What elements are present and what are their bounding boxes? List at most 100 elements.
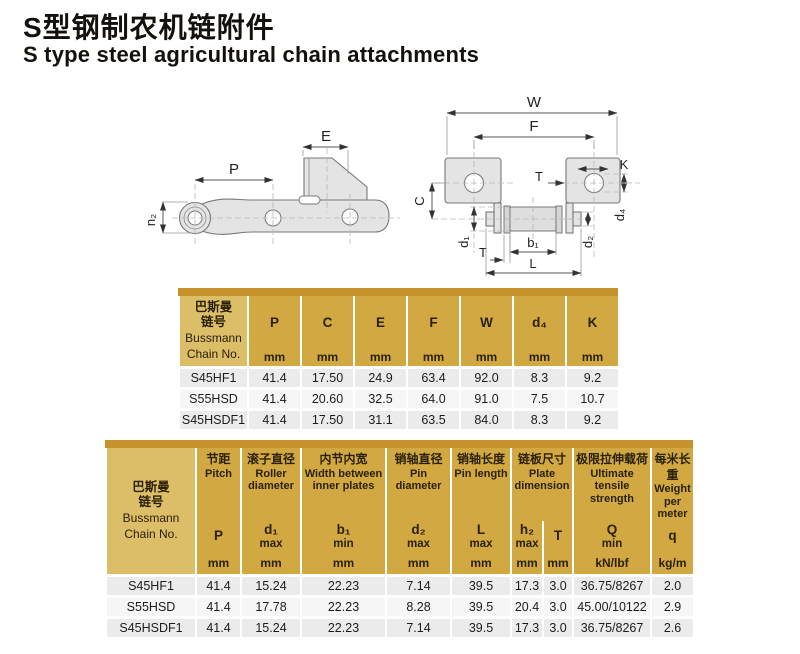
chain-no-cell: S45HSDF1	[105, 616, 197, 638]
symbol: P	[213, 528, 223, 544]
data-cell: 8.3	[512, 366, 567, 389]
data-cell: 7.14	[385, 574, 452, 597]
data-cell: 41.4	[247, 408, 302, 429]
table-top-strip	[178, 288, 618, 296]
data-cell: 22.23	[300, 616, 387, 638]
page-title-cn: S型钢制农机链附件	[23, 12, 275, 43]
unit-cell: kN/lbf	[572, 551, 653, 576]
data-cell: 24.9	[353, 366, 408, 389]
chain-no-header-cn: 巴斯曼	[132, 479, 170, 494]
column-header: d₄	[512, 296, 567, 348]
attachment-dimensions-table: 巴斯曼 链号 Bussmann Chain No. P C E F W d₄ K…	[178, 288, 620, 429]
group-header: 极限拉伸载荷 Ultimate tensile strength	[572, 448, 653, 522]
data-cell: 22.23	[300, 574, 387, 597]
symbol-cell: q	[650, 521, 696, 552]
group-header-en: Plate dimension	[514, 467, 570, 493]
unit-cell: mm	[300, 348, 355, 368]
unit-cell: mm	[240, 551, 302, 576]
chain-no-cell: S45HSDF1	[178, 408, 249, 429]
dim-label-d2: d₂	[580, 236, 595, 248]
group-header-cn: 滚子直径	[246, 452, 295, 466]
table-row: S55HSD 41.4 17.78 22.23 8.28 39.5 20.4 3…	[105, 595, 696, 618]
column-header: W	[459, 296, 514, 348]
chain-no-cell: S45HF1	[178, 366, 249, 389]
chain-no-header-en: Chain No.	[124, 526, 178, 541]
side-view-drawing: h₂ P E	[148, 128, 400, 246]
group-header: 滚子直径 Roller diameter	[240, 448, 302, 522]
data-cell: 3.0	[541, 595, 575, 618]
dim-label-c: C	[412, 196, 427, 205]
column-header: C	[300, 296, 355, 348]
group-header: 每米长重 Weight per meter	[650, 448, 696, 522]
chain-no-header-cell: 巴斯曼 链号 Bussmann Chain No.	[105, 448, 197, 576]
table-row: S45HF1 41.4 17.50 24.9 63.4 92.0 8.3 9.2	[178, 366, 620, 389]
symbol: d₁	[264, 522, 278, 538]
data-cell: 9.2	[565, 408, 620, 429]
data-cell: 20.60	[300, 387, 355, 410]
table-top-strip	[105, 440, 693, 448]
group-header: 销轴直径 Pin diameter	[385, 448, 452, 522]
chain-no-header-en: Chain No.	[186, 346, 241, 361]
group-header-en: Ultimate tensile strength	[590, 467, 635, 505]
data-cell: 41.4	[195, 574, 242, 597]
chain-no-header-cn: 链号	[138, 495, 164, 510]
unit-cell: mm	[512, 348, 567, 368]
symbol: L	[476, 522, 486, 538]
chain-no-cell: S55HSD	[178, 387, 249, 410]
data-cell: 31.1	[353, 408, 408, 429]
symbol-cell: P	[195, 521, 242, 552]
data-cell: 45.00/10122	[572, 595, 653, 618]
table-row: S45HSDF1 41.4 15.24 22.23 7.14 39.5 17.3…	[105, 616, 696, 638]
symbol-cell: b₁ min	[300, 521, 387, 552]
dim-label-l: L	[529, 256, 536, 271]
group-header-en: Roller diameter	[248, 467, 294, 493]
group-header-cn: 内节内宽	[319, 452, 368, 466]
data-cell: 41.4	[195, 616, 242, 638]
data-cell: 20.4	[510, 595, 544, 618]
group-header-en: Pin diameter	[395, 467, 442, 493]
data-cell: 17.50	[300, 366, 355, 389]
group-header: 销轴长度 Pin length	[450, 448, 512, 522]
data-cell: 15.24	[240, 574, 302, 597]
limit: max	[469, 537, 493, 550]
unit-cell: mm	[195, 551, 242, 576]
data-cell: 32.5	[353, 387, 408, 410]
data-cell: 17.3	[510, 574, 544, 597]
right-outer-plate	[565, 202, 574, 234]
group-header-en: Weight per meter	[654, 483, 691, 521]
plate-slot	[298, 195, 321, 205]
attachment-plate	[303, 157, 368, 201]
chain-no-header-cn: 链号	[200, 315, 226, 330]
data-cell: 39.5	[450, 616, 512, 638]
left-outer-plate	[493, 202, 502, 234]
symbol: b₁	[336, 522, 351, 538]
data-cell: 36.75/8267	[572, 616, 653, 638]
table-row: S55HSD 41.4 20.60 32.5 64.0 91.0 7.5 10.…	[178, 387, 620, 410]
chain-no-header-cell: 巴斯曼 链号 Bussmann Chain No.	[178, 296, 249, 368]
data-cell: 22.23	[300, 595, 387, 618]
link-body	[201, 198, 390, 235]
data-cell: 2.0	[650, 574, 696, 597]
data-cell: 41.4	[247, 387, 302, 410]
data-cell: 64.0	[406, 387, 461, 410]
data-cell: 84.0	[459, 408, 514, 429]
symbol-cell: T	[541, 521, 575, 552]
data-cell: 36.75/8267	[572, 574, 653, 597]
unit-cell: mm	[510, 551, 544, 576]
symbol-cell: d₂ max	[385, 521, 452, 552]
left-inner-plate	[503, 205, 511, 234]
unit-cell: mm	[300, 551, 387, 576]
group-header-en: Pin length	[454, 467, 508, 480]
symbol: h₂	[519, 522, 535, 538]
data-cell: 15.24	[240, 616, 302, 638]
data-cell: 7.14	[385, 616, 452, 638]
data-cell: 63.4	[406, 366, 461, 389]
data-cell: 39.5	[450, 574, 512, 597]
attachment-dimensions-grid: 巴斯曼 链号 Bussmann Chain No. P C E F W d₄ K…	[178, 296, 620, 429]
limit: min	[601, 537, 623, 550]
column-header: K	[565, 296, 620, 348]
data-cell: 17.50	[300, 408, 355, 429]
unit-cell: mm	[450, 551, 512, 576]
limit: max	[515, 537, 539, 550]
chain-specs-table: 巴斯曼 链号 Bussmann Chain No. 节距 Pitch 滚子直径 …	[105, 440, 696, 638]
